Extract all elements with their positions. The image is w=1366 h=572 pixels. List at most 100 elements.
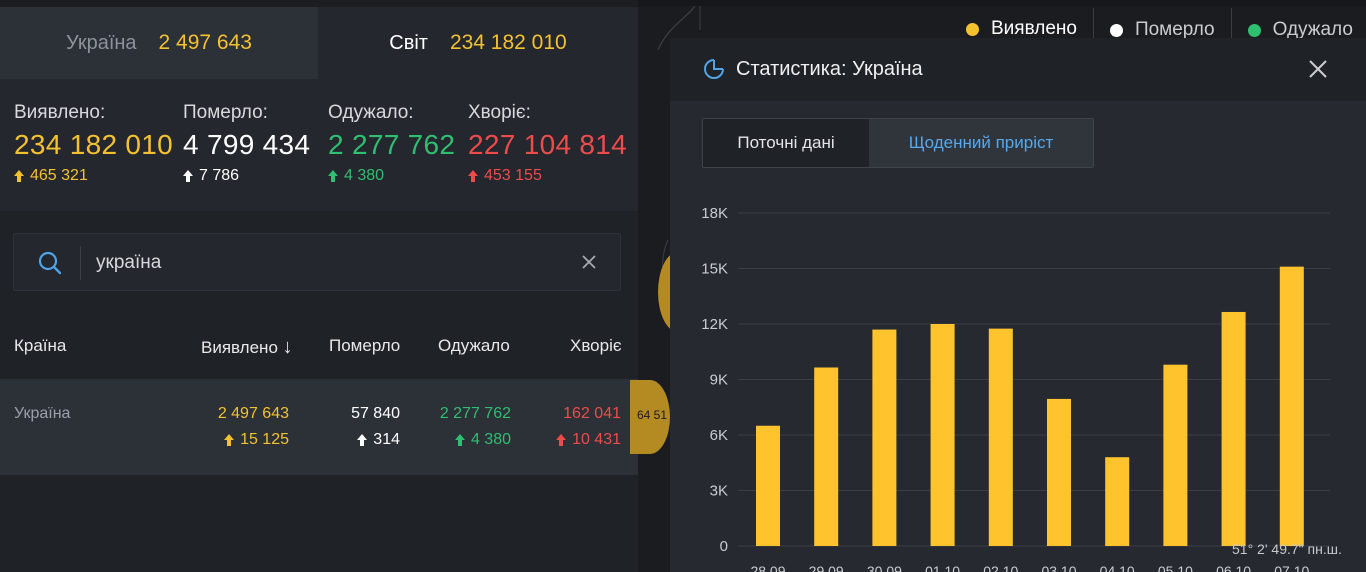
row-recovered-delta: 4 380 [440, 431, 511, 449]
modal-header: Статистика: Україна [670, 38, 1366, 101]
row-died-delta: 314 [351, 431, 400, 449]
modal-title: Статистика: Україна [736, 58, 923, 80]
bar[interactable] [1221, 311, 1246, 546]
search-input[interactable] [96, 246, 556, 280]
arrow-up-icon [454, 434, 465, 446]
total-died-delta: 7 786 [183, 167, 310, 185]
total-recovered: Одужало: 2 277 762 4 380 [328, 102, 455, 185]
x-tick-label: 29.09 [809, 563, 844, 572]
total-sick-value: 227 104 814 [468, 129, 628, 160]
row-sick-delta: 10 431 [556, 431, 621, 449]
col-detected-label: Виявлено [201, 338, 278, 357]
total-detected-label: Виявлено: [14, 102, 106, 123]
row-sick-delta-value: 10 431 [572, 431, 621, 448]
view-toggle: Поточні дані Щоденний приріст [702, 118, 1094, 168]
row-country: Україна [14, 405, 71, 422]
row-detected-value: 2 497 643 [217, 405, 289, 422]
row-died-delta-value: 314 [373, 431, 400, 448]
total-detected: Виявлено: 234 182 010 465 321 [14, 102, 173, 185]
row-sick: 162 041 10 431 [556, 405, 621, 449]
row-died-value: 57 840 [351, 405, 400, 422]
legend-died[interactable]: Померло [1094, 8, 1232, 52]
toggle-daily[interactable]: Щоденний приріст [869, 119, 1093, 167]
total-died-label: Померло: [183, 102, 268, 123]
total-detected-delta-value: 465 321 [30, 167, 88, 184]
row-recovered: 2 277 762 4 380 [440, 405, 511, 449]
close-icon[interactable] [1308, 59, 1328, 79]
y-tick-label: 0 [720, 538, 728, 555]
tab-world-label: Світ [389, 31, 428, 54]
map-topbar [638, 0, 1366, 6]
bar[interactable] [1105, 457, 1130, 546]
legend-died-label: Померло [1134, 19, 1215, 40]
total-died-value: 4 799 434 [183, 129, 311, 160]
tab-world[interactable]: Світ 234 182 010 [318, 7, 638, 79]
search-divider [80, 246, 81, 280]
arrow-up-icon [183, 170, 193, 182]
arrow-up-icon [328, 170, 338, 182]
legend-dot-icon [1109, 23, 1123, 37]
total-recovered-value: 2 277 762 [328, 129, 456, 160]
x-tick-label: 05.10 [1158, 563, 1193, 572]
row-recovered-value: 2 277 762 [439, 405, 511, 422]
bar[interactable] [988, 328, 1013, 546]
bar[interactable] [872, 329, 897, 546]
daily-growth-chart: 0 3K 6K 9K 12K 15K 18K 28.09 29.09 30.09 01.10 02.1… [701, 205, 1330, 572]
sort-arrow-icon: ↓ [282, 336, 293, 358]
bar[interactable] [1163, 364, 1188, 546]
total-recovered-delta-value: 4 380 [344, 167, 385, 184]
y-tick-label: 12K [701, 316, 728, 333]
map-coordinates: 51° 2' 49.7" пн.ш. [1232, 541, 1342, 557]
map-bubble-label: 64 51 [637, 408, 668, 422]
col-sick[interactable]: Хворіє [570, 336, 622, 355]
x-tick-label: 30.09 [867, 563, 902, 572]
arrow-up-icon [14, 170, 24, 182]
col-recovered[interactable]: Одужало [438, 336, 510, 355]
tab-ukraine-label: Україна [66, 31, 137, 54]
total-sick-delta-value: 453 155 [484, 167, 542, 184]
arrow-up-icon [224, 434, 235, 446]
x-tick-label: 03.10 [1041, 563, 1076, 572]
map-bubble[interactable] [630, 380, 670, 454]
total-died: Померло: 4 799 434 7 786 [183, 102, 310, 185]
bar[interactable] [1047, 398, 1071, 546]
bar[interactable] [930, 324, 955, 546]
row-sick-value: 162 041 [563, 405, 621, 422]
y-tick-label: 3K [710, 483, 728, 500]
tab-ukraine[interactable]: Україна 2 497 643 [0, 7, 318, 79]
arrow-up-icon [357, 434, 368, 446]
arrow-up-icon [556, 434, 567, 446]
close-icon[interactable] [580, 253, 598, 271]
bar[interactable] [1279, 266, 1304, 546]
col-died[interactable]: Померло [329, 336, 401, 355]
total-died-delta-value: 7 786 [199, 167, 240, 184]
stats-modal: Статистика: Україна Поточні дані Щоденни… [670, 38, 1366, 572]
search-icon[interactable] [38, 251, 62, 275]
total-detected-value: 234 182 010 [14, 129, 174, 160]
row-recovered-delta-value: 4 380 [470, 431, 511, 448]
bar[interactable] [814, 367, 839, 546]
total-sick-label: Хворіє: [468, 102, 531, 123]
x-tick-label: 01.10 [925, 563, 960, 572]
bar[interactable] [756, 425, 780, 546]
left-panel: Україна 2 497 643 Світ 234 182 010 Виявл… [0, 0, 638, 572]
col-country[interactable]: Країна [14, 336, 67, 355]
x-tick-label: 02.10 [983, 563, 1018, 572]
legend-recovered[interactable]: Одужало [1232, 8, 1366, 52]
search-section [0, 211, 638, 308]
total-sick-delta: 453 155 [468, 167, 627, 185]
table-row[interactable]: Україна 2 497 643 15 125 57 840 314 2 27… [0, 379, 638, 475]
total-detected-delta: 465 321 [14, 167, 173, 185]
toggle-current[interactable]: Поточні дані [703, 119, 869, 167]
table-header: Країна Виявлено ↓ Померло Одужало Хворіє [0, 308, 638, 379]
col-detected[interactable]: Виявлено ↓ [201, 336, 293, 359]
world-totals: Виявлено: 234 182 010 465 321 Померло: 4… [0, 79, 638, 211]
row-detected-delta-value: 15 125 [240, 431, 289, 448]
x-tick-label: 28.09 [750, 563, 785, 572]
search-box [13, 233, 621, 291]
total-recovered-label: Одужало: [328, 102, 414, 123]
empty-area [0, 475, 638, 572]
total-sick: Хворіє: 227 104 814 453 155 [468, 102, 627, 185]
row-detected: 2 497 643 15 125 [218, 405, 289, 449]
top-strip [0, 0, 638, 7]
